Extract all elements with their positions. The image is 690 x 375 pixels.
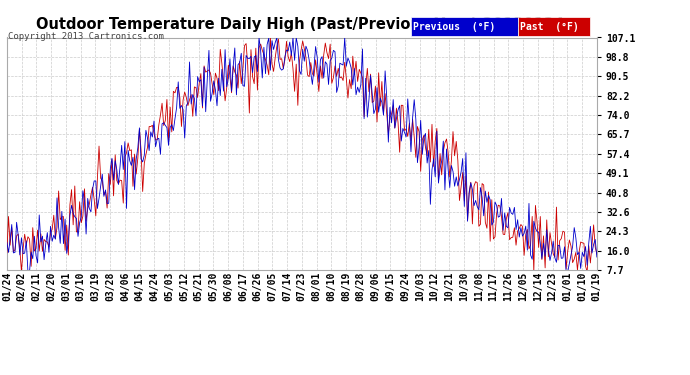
- Text: Past  (°F): Past (°F): [520, 22, 579, 32]
- Text: Copyright 2013 Cartronics.com: Copyright 2013 Cartronics.com: [8, 32, 164, 41]
- Text: Outdoor Temperature Daily High (Past/Previous Year) 20130124: Outdoor Temperature Daily High (Past/Pre…: [36, 17, 564, 32]
- Text: Previous  (°F): Previous (°F): [413, 22, 495, 32]
